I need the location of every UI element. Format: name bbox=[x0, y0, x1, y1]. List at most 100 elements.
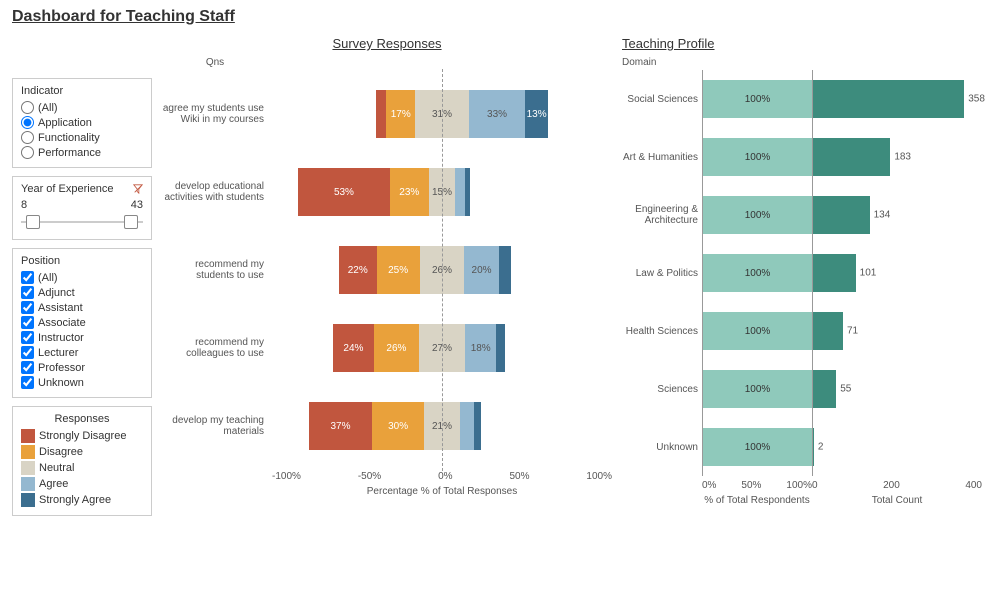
segment-disagree: 26% bbox=[374, 324, 419, 372]
survey-section: Survey Responses Qns agree my students u… bbox=[160, 36, 614, 516]
yoe-slider[interactable] bbox=[21, 213, 143, 233]
yoe-slider-low[interactable] bbox=[26, 215, 40, 229]
profile-count-row: 101 bbox=[813, 244, 982, 302]
indicator-radio[interactable] bbox=[21, 101, 34, 114]
segment-strongly_agree bbox=[465, 168, 470, 216]
profile-pct-row: 100% bbox=[703, 302, 812, 360]
profile-pct-row: 100% bbox=[703, 70, 812, 128]
legend-item: Disagree bbox=[21, 445, 143, 459]
position-option-label: Unknown bbox=[38, 377, 84, 389]
position-title: Position bbox=[21, 255, 143, 267]
segment-agree bbox=[460, 402, 474, 450]
indicator-option[interactable]: Performance bbox=[21, 146, 143, 159]
segment-strongly_disagree: 37% bbox=[309, 402, 373, 450]
count-bar bbox=[813, 254, 856, 292]
qns-label: Qns bbox=[160, 57, 270, 75]
yoe-filter: Year of Experience 8 43 bbox=[12, 176, 152, 240]
profile-pct-row: 100% bbox=[703, 418, 812, 476]
profile-count-row: 358 bbox=[813, 70, 982, 128]
indicator-option-label: (All) bbox=[38, 102, 58, 114]
indicator-option-label: Application bbox=[38, 117, 92, 129]
count-bar bbox=[813, 370, 836, 408]
legend-label: Strongly Agree bbox=[39, 494, 111, 506]
survey-row-label: recommend my students to use bbox=[160, 231, 270, 309]
survey-x-label: Percentage % of Total Responses bbox=[270, 486, 614, 497]
indicator-title: Indicator bbox=[21, 85, 143, 97]
profile-count-row: 2 bbox=[813, 418, 982, 476]
position-option[interactable]: Assistant bbox=[21, 301, 143, 314]
indicator-option[interactable]: (All) bbox=[21, 101, 143, 114]
legend-swatch bbox=[21, 477, 35, 491]
segment-disagree: 30% bbox=[372, 402, 424, 450]
segment-disagree: 23% bbox=[390, 168, 430, 216]
indicator-radio[interactable] bbox=[21, 116, 34, 129]
pct-bar: 100% bbox=[703, 254, 812, 292]
profile-row-label: Sciences bbox=[622, 360, 702, 418]
position-checkbox[interactable] bbox=[21, 331, 34, 344]
position-option[interactable]: Adjunct bbox=[21, 286, 143, 299]
profile-pct-row: 100% bbox=[703, 186, 812, 244]
count-tick: 0 bbox=[812, 480, 818, 491]
position-checkbox[interactable] bbox=[21, 301, 34, 314]
x-tick: -100% bbox=[272, 471, 301, 482]
position-option-label: Assistant bbox=[38, 302, 83, 314]
position-checkbox[interactable] bbox=[21, 286, 34, 299]
count-label: 55 bbox=[840, 384, 851, 395]
yoe-min: 8 bbox=[21, 199, 27, 211]
position-option-label: Instructor bbox=[38, 332, 84, 344]
count-label: 2 bbox=[818, 442, 824, 453]
legend-title: Responses bbox=[21, 413, 143, 425]
pct-x-label: % of Total Respondents bbox=[702, 495, 812, 506]
profile-row-label: Engineering & Architecture bbox=[622, 186, 702, 244]
profile-row-label: Health Sciences bbox=[622, 302, 702, 360]
pct-bar: 100% bbox=[703, 138, 812, 176]
position-checkbox[interactable] bbox=[21, 316, 34, 329]
pct-x-axis: 0%50%100% bbox=[702, 480, 812, 491]
position-option-label: Lecturer bbox=[38, 347, 78, 359]
legend-item: Strongly Disagree bbox=[21, 429, 143, 443]
zero-line bbox=[442, 69, 443, 471]
position-option[interactable]: Associate bbox=[21, 316, 143, 329]
indicator-radio[interactable] bbox=[21, 131, 34, 144]
survey-row-label: develop my teaching materials bbox=[160, 387, 270, 465]
position-option[interactable]: Instructor bbox=[21, 331, 143, 344]
count-bar bbox=[813, 428, 814, 466]
position-option[interactable]: Lecturer bbox=[21, 346, 143, 359]
profile-count-row: 55 bbox=[813, 360, 982, 418]
legend-item: Neutral bbox=[21, 461, 143, 475]
indicator-option-label: Functionality bbox=[38, 132, 100, 144]
count-bar bbox=[813, 138, 890, 176]
position-option-label: Professor bbox=[38, 362, 85, 374]
position-option-label: (All) bbox=[38, 272, 58, 284]
count-x-label: Total Count bbox=[812, 495, 982, 506]
segment-strongly_agree bbox=[496, 324, 505, 372]
indicator-option[interactable]: Application bbox=[21, 116, 143, 129]
legend-item: Strongly Agree bbox=[21, 493, 143, 507]
count-label: 358 bbox=[968, 94, 985, 105]
position-checkbox[interactable] bbox=[21, 361, 34, 374]
pct-tick: 50% bbox=[741, 480, 761, 491]
survey-title: Survey Responses bbox=[160, 36, 614, 51]
position-checkbox[interactable] bbox=[21, 346, 34, 359]
position-option[interactable]: (All) bbox=[21, 271, 143, 284]
indicator-radio[interactable] bbox=[21, 146, 34, 159]
position-option-label: Adjunct bbox=[38, 287, 75, 299]
indicator-option[interactable]: Functionality bbox=[21, 131, 143, 144]
position-checkbox[interactable] bbox=[21, 271, 34, 284]
survey-row-label: agree my students use Wiki in my courses bbox=[160, 75, 270, 153]
legend-swatch bbox=[21, 445, 35, 459]
survey-x-axis: -100%-50%0%50%100% bbox=[270, 471, 614, 482]
position-checkbox[interactable] bbox=[21, 376, 34, 389]
legend-label: Disagree bbox=[39, 446, 83, 458]
page-title: Dashboard for Teaching Staff bbox=[12, 8, 992, 26]
pct-bar: 100% bbox=[703, 370, 812, 408]
yoe-slider-high[interactable] bbox=[124, 215, 138, 229]
count-label: 134 bbox=[874, 210, 891, 221]
domain-label: Domain bbox=[622, 57, 992, 68]
position-option[interactable]: Unknown bbox=[21, 376, 143, 389]
segment-strongly_agree bbox=[474, 402, 481, 450]
filters-panel: Indicator (All) Application Functionality P… bbox=[12, 78, 152, 516]
filter-icon[interactable] bbox=[133, 184, 143, 194]
position-option[interactable]: Professor bbox=[21, 361, 143, 374]
legend-swatch bbox=[21, 429, 35, 443]
